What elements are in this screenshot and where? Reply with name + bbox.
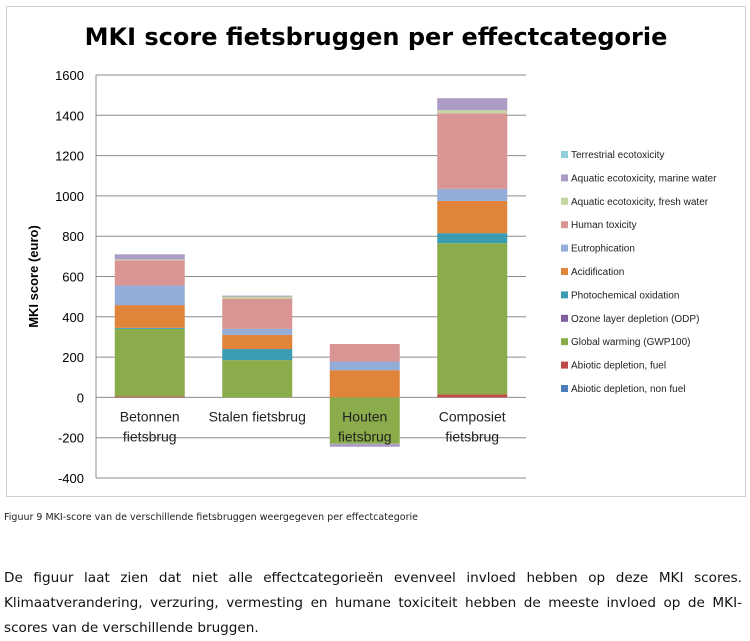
y-tick-label: 400 [62, 310, 84, 325]
bar-segment [222, 298, 293, 329]
legend-label: Eutrophication [571, 244, 635, 255]
y-tick-label: 200 [62, 350, 84, 365]
bar-segment [222, 295, 293, 297]
bar-segment [437, 200, 508, 234]
bar-segment [437, 113, 508, 189]
legend-swatch [561, 197, 568, 205]
legend-label: Photochemical oxidation [571, 290, 679, 301]
y-axis-label: MKI score (euro) [26, 225, 41, 328]
bar-segment [329, 344, 400, 362]
bar-segment [329, 370, 400, 398]
x-tick-label: Betonnen [120, 408, 180, 424]
body-paragraph: De figuur laat zien dat niet alle effect… [4, 570, 742, 636]
bar-segment [437, 110, 508, 114]
x-tick-label: Composiet [439, 408, 506, 424]
bar-segment [222, 349, 293, 361]
bar-segment [222, 334, 293, 350]
legend-swatch [561, 174, 568, 182]
legend-swatch [561, 338, 568, 346]
x-tick-label: fietsbrug [338, 428, 392, 444]
chart-svg: -400 -200 0 200 400 600 800 1000 1200 1400 1600 MKI… [26, 68, 717, 486]
bar-segment [114, 328, 185, 397]
legend-swatch [561, 221, 568, 229]
legend-label: Acidification [571, 267, 624, 278]
legend-label: Aquatic ecotoxicity, fresh water [571, 197, 709, 208]
y-tick-label: 0 [77, 390, 84, 405]
legend-label: Aquatic ecotoxicity, marine water [571, 173, 717, 184]
bar-segment [114, 327, 185, 329]
legend-swatch [561, 291, 568, 299]
bar-segment [329, 361, 400, 371]
bar-segment [222, 360, 293, 398]
x-tick-label: fietsbrug [445, 428, 499, 444]
chart-title: MKI score fietsbruggen per effectcategor… [84, 23, 668, 51]
x-tick-label: Houten [342, 408, 387, 424]
legend-label: Abiotic depletion, non fuel [571, 384, 686, 395]
y-tick-label: 600 [62, 270, 84, 285]
legend-swatch [561, 151, 568, 158]
legend-swatch [561, 268, 568, 275]
bar-segment [437, 243, 508, 395]
y-tick-label: 1400 [55, 108, 84, 123]
y-tick-label: -400 [58, 471, 84, 486]
legend-swatch [561, 361, 568, 369]
bar-segment [437, 233, 508, 244]
figure-caption: Figuur 9 MKI-score van de verschillende … [4, 512, 418, 523]
bar-segment [437, 188, 508, 201]
bar-segment [222, 328, 293, 335]
bar-segment [114, 396, 185, 398]
y-tick-label: 1000 [55, 189, 84, 204]
y-tick-label: 800 [62, 229, 84, 244]
x-tick-label: Stalen fietsbrug [209, 408, 306, 424]
bar-segment [329, 397, 400, 444]
bar-segment [114, 260, 185, 286]
legend-swatch [561, 314, 568, 322]
legend-label: Terrestrial ecotoxicity [571, 150, 664, 161]
legend-swatch [561, 244, 568, 252]
legend-label: Global warming (GWP100) [571, 337, 690, 348]
y-tick-label: -200 [58, 431, 84, 446]
bar-segment [329, 443, 400, 447]
legend-label: Abiotic depletion, fuel [571, 361, 666, 372]
chart: MKI score fietsbruggen per effectcategor… [6, 6, 746, 497]
y-tick-label: 1200 [55, 149, 84, 164]
x-tick-label: fietsbrug [123, 428, 177, 444]
bar-segment [114, 259, 185, 261]
legend-label: Ozone layer depletion (ODP) [571, 314, 699, 325]
bar-segment [437, 394, 508, 398]
bar-segment [114, 285, 185, 306]
y-tick-label: 1600 [55, 68, 84, 83]
bar-segment [222, 296, 293, 299]
bar-segment [114, 305, 185, 328]
legend-label: Human toxicity [571, 220, 637, 231]
legend-swatch [561, 385, 568, 392]
bar-segment [114, 254, 185, 260]
bar-segment [437, 98, 508, 111]
